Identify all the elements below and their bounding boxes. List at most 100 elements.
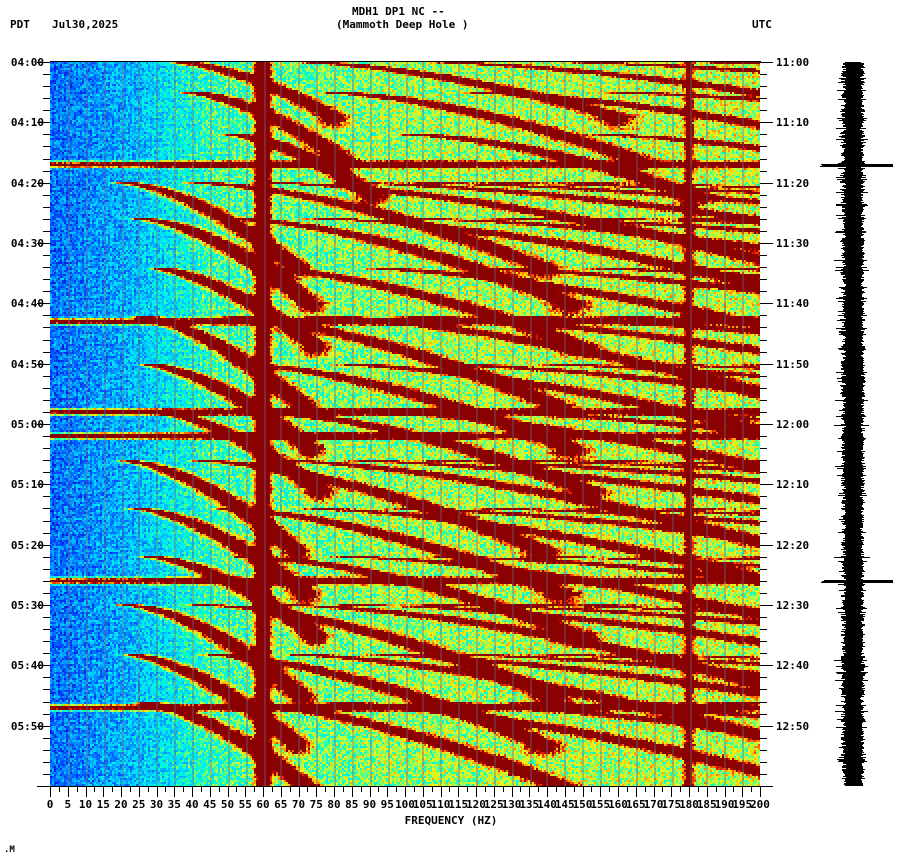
freq-major-tick	[600, 787, 601, 797]
time-minor-tick	[43, 714, 50, 715]
frequency-tick-label: 0	[46, 798, 54, 811]
time-minor-tick	[43, 279, 50, 280]
time-minor-tick	[43, 436, 50, 437]
time-minor-tick	[760, 219, 767, 220]
frequency-tick-label: 145	[554, 798, 575, 811]
time-minor-tick	[43, 86, 50, 87]
frequency-tick-label: 75	[309, 798, 323, 811]
time-minor-tick	[760, 159, 767, 160]
freq-minor-tick	[148, 787, 149, 792]
time-major-tick	[760, 364, 773, 365]
time-minor-tick	[43, 134, 50, 135]
time-tick-label-utc: 11:50	[776, 358, 810, 371]
freq-major-tick	[157, 787, 158, 797]
freq-major-tick	[671, 787, 672, 797]
time-minor-tick	[43, 617, 50, 618]
time-minor-tick	[43, 593, 50, 594]
frequency-tick-label: 85	[345, 798, 359, 811]
frequency-tick-label: 130	[501, 798, 522, 811]
freq-major-tick	[334, 787, 335, 797]
frequency-tick-label: 55	[238, 798, 252, 811]
time-minor-tick	[760, 762, 767, 763]
freq-minor-tick	[325, 787, 326, 792]
freq-minor-tick	[343, 787, 344, 792]
freq-minor-tick	[183, 787, 184, 792]
time-major-tick	[37, 243, 50, 244]
time-minor-tick	[43, 738, 50, 739]
time-minor-tick	[43, 702, 50, 703]
freq-minor-tick	[467, 787, 468, 792]
freq-major-tick	[352, 787, 353, 797]
frequency-tick-label: 140	[537, 798, 557, 811]
freq-major-tick	[547, 787, 548, 797]
time-minor-tick	[760, 195, 767, 196]
freq-minor-tick	[290, 787, 291, 792]
time-minor-tick	[760, 352, 767, 353]
freq-minor-tick	[503, 787, 504, 792]
time-tick-label-pdt: 05:20	[10, 539, 44, 552]
freq-major-tick	[68, 787, 69, 797]
time-minor-tick	[760, 641, 767, 642]
frequency-tick-label: 175	[661, 798, 682, 811]
time-minor-tick	[760, 448, 767, 449]
freq-minor-tick	[219, 787, 220, 792]
time-tick-label-pdt: 05:50	[10, 720, 44, 733]
frequency-tick-label: 60	[256, 798, 270, 811]
time-minor-tick	[43, 327, 50, 328]
frequency-tick-label: 125	[483, 798, 504, 811]
time-major-tick	[37, 122, 50, 123]
time-major-tick	[37, 665, 50, 666]
time-major-tick	[760, 303, 773, 304]
frequency-tick-label: 45	[203, 798, 217, 811]
freq-major-tick	[139, 787, 140, 797]
time-minor-tick	[760, 207, 767, 208]
freq-minor-tick	[591, 787, 592, 792]
time-major-tick	[760, 243, 773, 244]
frequency-tick-label: 100	[395, 798, 415, 811]
time-minor-tick	[760, 581, 767, 582]
time-tick-label-pdt: 05:00	[10, 418, 44, 431]
time-major-tick	[37, 303, 50, 304]
time-minor-tick	[760, 267, 767, 268]
time-tick-label-pdt: 05:10	[10, 478, 44, 491]
freq-minor-tick	[556, 787, 557, 792]
time-tick-label-utc: 11:10	[776, 116, 810, 129]
time-minor-tick	[760, 774, 767, 775]
frequency-tick-label: 90	[362, 798, 377, 811]
frequency-tick-label: 195	[732, 798, 753, 811]
time-tick-label-pdt: 05:40	[10, 659, 44, 672]
freq-minor-tick	[609, 787, 610, 792]
time-tick-label-pdt: 04:50	[10, 358, 44, 371]
freq-minor-tick	[272, 787, 273, 792]
frequency-tick-label: 80	[327, 798, 341, 811]
time-minor-tick	[43, 533, 50, 534]
freq-major-tick	[689, 787, 690, 797]
time-minor-tick	[43, 581, 50, 582]
time-minor-tick	[43, 521, 50, 522]
freq-major-tick	[263, 787, 264, 797]
time-minor-tick	[760, 557, 767, 558]
freq-major-tick	[494, 787, 495, 797]
time-minor-tick	[43, 629, 50, 630]
spectrogram-image	[50, 62, 760, 786]
plot-top-border	[50, 61, 761, 62]
frequency-tick-label: 10	[78, 798, 93, 811]
time-minor-tick	[760, 98, 767, 99]
time-tick-label-pdt: 05:30	[10, 599, 44, 612]
time-major-tick	[760, 484, 773, 485]
frequency-tick-label: 35	[167, 798, 181, 811]
time-minor-tick	[760, 388, 767, 389]
time-major-tick	[760, 786, 773, 787]
time-minor-tick	[43, 460, 50, 461]
frequency-tick-label: 70	[291, 798, 306, 811]
time-minor-tick	[760, 86, 767, 87]
time-major-tick	[760, 62, 773, 63]
time-major-tick	[37, 62, 50, 63]
frequency-tick-label: 25	[132, 798, 146, 811]
frequency-tick-label: 185	[696, 798, 717, 811]
freq-major-tick	[387, 787, 388, 797]
freq-minor-tick	[538, 787, 539, 792]
time-minor-tick	[760, 472, 767, 473]
freq-major-tick	[245, 787, 246, 797]
time-minor-tick	[43, 750, 50, 751]
